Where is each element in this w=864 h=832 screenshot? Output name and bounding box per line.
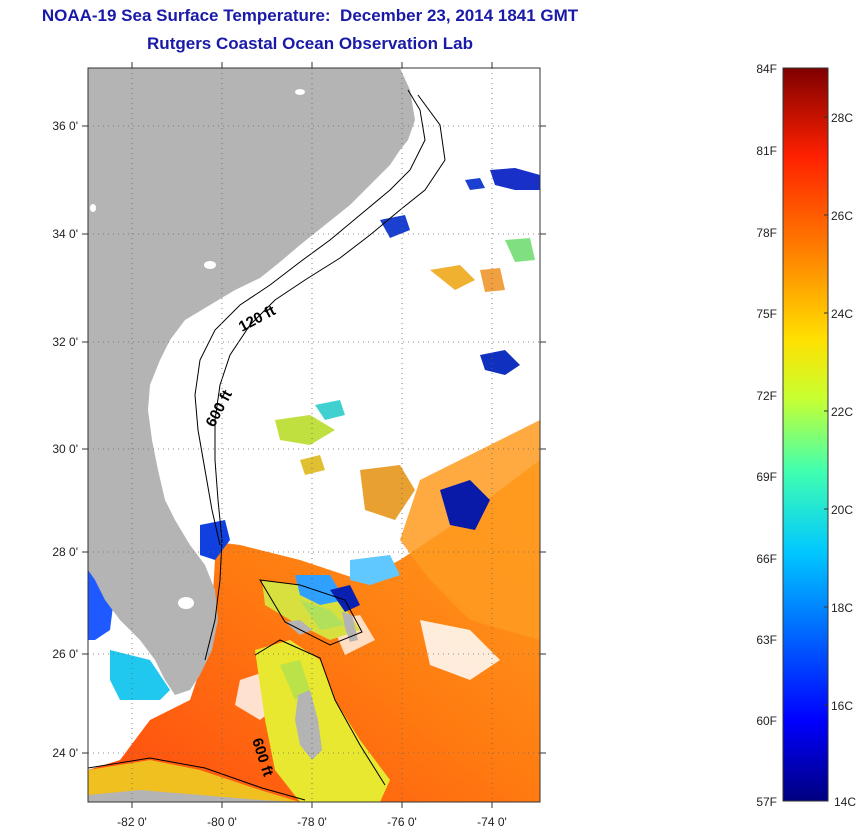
colorbar-f-label: 81F (756, 144, 777, 158)
colorbar-c-label: 28C (831, 111, 853, 125)
contour-bahamas (259, 579, 363, 646)
mid-temp-patch (350, 555, 400, 585)
lat-tick-label: 26 0' (52, 647, 78, 661)
lat-tick-label: 36 0' (52, 119, 78, 133)
cool-water-patch (295, 575, 345, 605)
colorbar-f-label: 72F (756, 389, 777, 403)
lon-tick-label: -78 0' (297, 815, 327, 829)
cloud-patch (420, 620, 500, 680)
colorbar-gradient (782, 67, 829, 802)
mid-temp-patch (315, 400, 345, 420)
colorbar-c-label: 18C (831, 601, 853, 615)
mid-temp-patch (430, 265, 475, 290)
grid-lines (88, 68, 540, 802)
contour-cuba (88, 757, 306, 801)
land-us-southeast (88, 68, 415, 695)
colorbar-c-label: 16C (831, 699, 853, 713)
lon-tick-label: -76 0' (387, 815, 417, 829)
land-cuba (88, 790, 300, 802)
contour-120ft (194, 89, 426, 546)
map-subtitle: Rutgers Coastal Ocean Observation Lab (147, 34, 473, 53)
lake (90, 204, 96, 212)
land-grand-bahama (285, 620, 312, 635)
colorbar-c-label: 24C (831, 307, 853, 321)
colorbar-f-label: 63F (756, 633, 777, 647)
colorbar-c-ticks (824, 116, 828, 706)
contour-600ft (204, 94, 446, 661)
colorbar-c-label: 20C (831, 503, 853, 517)
warm-water-east (400, 420, 540, 640)
colorbar-f-label: 78F (756, 226, 777, 240)
lat-tick-label: 30 0' (52, 442, 78, 456)
lon-tick-label: -80 0' (207, 815, 237, 829)
lat-tick-label: 32 0' (52, 335, 78, 349)
lake (204, 261, 216, 269)
mid-temp-patch (505, 238, 535, 262)
bank-shallows (280, 660, 310, 700)
land-abaco (342, 612, 358, 642)
colorbar-c-label: 22C (831, 405, 853, 419)
lat-tick-label: 24 0' (52, 746, 78, 760)
colorbar-f-label: 57F (756, 795, 777, 809)
bank-shallows (300, 600, 345, 630)
land-andros (295, 690, 322, 760)
colorbar-f-label: 84F (756, 62, 777, 76)
mid-temp-patch (300, 455, 325, 475)
cold-patch (465, 178, 485, 190)
lon-tick-label: -82 0' (117, 815, 147, 829)
mid-temp-patch (275, 415, 335, 445)
cold-patch (480, 350, 520, 375)
lat-tick-label: 28 0' (52, 545, 78, 559)
lat-tick-label: 34 0' (52, 227, 78, 241)
cold-patch (490, 168, 540, 190)
lake (295, 89, 305, 95)
axis-ticks (82, 62, 546, 808)
map-frame (87, 67, 541, 803)
colorbar-f-label: 60F (756, 714, 777, 728)
cool-water-coast (110, 650, 170, 700)
lon-tick-label: -74 0' (477, 815, 507, 829)
cool-water-coast (200, 520, 230, 560)
cold-patch (440, 480, 490, 530)
mid-temp-patch (360, 465, 415, 520)
contour-bahamas (254, 639, 386, 786)
colorbar-f-label: 75F (756, 307, 777, 321)
colorbar-c-label: 14C (834, 795, 856, 809)
cold-patch (330, 585, 360, 612)
lake (178, 597, 194, 609)
colorbar-c-label: 26C (831, 209, 853, 223)
colorbar-f-label: 69F (756, 470, 777, 484)
map-title: NOAA-19 Sea Surface Temperature: Decembe… (41, 6, 579, 25)
mid-temp-patch (480, 268, 505, 292)
colorbar-f-label: 66F (756, 552, 777, 566)
